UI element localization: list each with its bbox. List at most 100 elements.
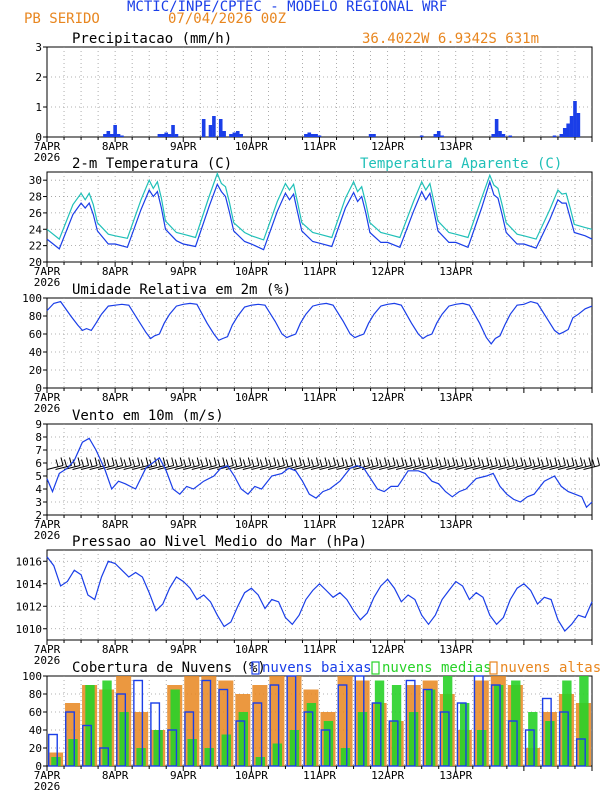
x-tick-label: 8APR [102,140,129,153]
wind-barb-flag [362,459,366,467]
panel-title: Vento em 10m (m/s) [72,408,224,424]
x-tick-label: 12APR [371,769,404,782]
wind-barb-flag [447,459,451,467]
wind-barb-flag [336,459,340,467]
wind-barb [208,457,226,470]
cloud-bar-low [82,724,92,767]
wind-barb [80,457,98,470]
precip-bar [120,135,124,137]
wind-barb-staff [404,465,421,470]
wind-barb-flag [523,459,527,467]
precip-bar [491,134,496,137]
precip-bar [239,134,243,137]
wind-barb-flag [98,459,102,467]
wind-barb-staff [293,465,311,470]
wind-barb-flag [77,457,81,466]
wind-barb [302,457,319,470]
wind-barb-flag [230,457,234,466]
wind-barb-flag [588,457,592,466]
cloud-bar-low [388,720,399,767]
x-tick-label: 11APR [303,518,336,531]
y-tick-label: 40 [29,724,42,737]
cloud-bar-medium [170,689,180,766]
cloud-bar-low [48,733,58,767]
precip-bar [208,125,213,137]
precip-bar [229,134,233,137]
precip-bar [103,134,107,137]
precip-bar [113,125,117,137]
wind-barb-flag [310,459,314,467]
wind-barb-flag [489,459,493,467]
wind-barb-staff [46,465,64,470]
wind-barb-flag [273,457,277,466]
precip-bar [433,134,438,137]
wind-barb-flag [592,459,595,467]
wind-barb-staff [115,465,132,470]
wind-barb [285,457,302,470]
y-tick-label: 100 [22,670,42,683]
y-tick-label: 2 [35,509,42,522]
wind-barb-flag [188,457,192,466]
cloud-bar-high [252,685,268,766]
x-tick-label: 10APR [235,518,268,531]
wind-barb-flag [191,459,195,467]
wind-barb [140,457,158,470]
cloud-bar-low [337,684,348,767]
wind-barb-flag [328,459,331,467]
wind-barb-staff [557,465,575,470]
wind-barb-flag [401,457,405,466]
wind-barb [523,457,541,470]
wind-barb-flag [494,457,498,466]
cloud-bar-low [558,711,569,767]
cloud-bar-medium [221,734,231,766]
series-line [46,300,593,345]
wind-barb-staff [225,465,242,470]
cloud-bar-low [422,688,433,767]
wind-barb [55,457,73,470]
cloud-bar-medium [494,685,504,766]
wind-barb-flag [498,459,502,467]
cloud-bar-low [456,702,467,767]
wind-barb [430,457,447,470]
wind-barb-flag [259,459,263,467]
x-year-label: 2026 [34,654,61,667]
wind-barb-flag [472,459,476,467]
series-line [46,171,593,241]
cloud-bar-low [286,675,297,767]
wind-barb [396,457,413,470]
x-tick-label: 7APR [34,265,61,278]
wind-barb [251,457,268,470]
wind-barb-flag [89,459,93,467]
precip-bar [494,119,499,137]
wind-barb-flag [276,459,280,467]
wind-barb-staff [234,465,251,470]
wind-barb-flag [94,457,98,466]
wind-barb [225,457,243,470]
precip-bar [164,132,169,137]
wind-barb-staff [106,465,123,470]
cloud-bar-medium [511,680,521,766]
x-tick-label: 10APR [235,265,268,278]
cloud-bar-low [218,688,229,767]
cloud-bar-medium [306,703,317,766]
wind-barb-flag [149,459,153,467]
cloud-bar-low [99,747,110,767]
wind-barb-staff [413,465,430,470]
wind-barb [370,457,388,470]
x-tick-label: 11APR [303,769,336,782]
wind-barb-flag [515,459,519,467]
wind-barb-flag [324,457,328,466]
wind-barb [506,457,524,470]
y-tick-label: 6 [35,457,42,470]
x-tick-label: 10APR [235,643,268,656]
cloud-bar-medium [528,712,538,766]
wind-barb [583,457,600,470]
wind-barb [438,457,456,470]
wind-barb-flag [421,459,425,467]
x-tick-label: 11APR [303,643,336,656]
cloud-bar-low [184,711,195,767]
wind-barb-flag [435,457,439,466]
cloud-bar-medium [102,680,112,766]
wind-barb-flag [128,457,132,466]
cloud-bar-low [269,684,280,767]
